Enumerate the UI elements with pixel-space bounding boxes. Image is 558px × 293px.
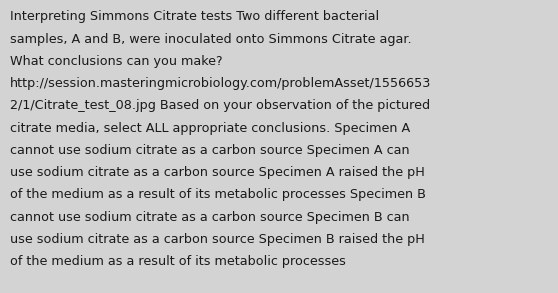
Text: use sodium citrate as a carbon source Specimen B raised the pH: use sodium citrate as a carbon source Sp… bbox=[10, 233, 425, 246]
Text: Interpreting Simmons Citrate tests Two different bacterial: Interpreting Simmons Citrate tests Two d… bbox=[10, 10, 379, 23]
Text: of the medium as a result of its metabolic processes Specimen B: of the medium as a result of its metabol… bbox=[10, 188, 426, 201]
Text: 2/1/Citrate_test_08.jpg Based on your observation of the pictured: 2/1/Citrate_test_08.jpg Based on your ob… bbox=[10, 99, 430, 112]
Text: What conclusions can you make?: What conclusions can you make? bbox=[10, 55, 223, 68]
Text: use sodium citrate as a carbon source Specimen A raised the pH: use sodium citrate as a carbon source Sp… bbox=[10, 166, 425, 179]
Text: of the medium as a result of its metabolic processes: of the medium as a result of its metabol… bbox=[10, 255, 346, 268]
Text: citrate media, select ALL appropriate conclusions. Specimen A: citrate media, select ALL appropriate co… bbox=[10, 122, 410, 134]
Text: samples, A and B, were inoculated onto Simmons Citrate agar.: samples, A and B, were inoculated onto S… bbox=[10, 33, 412, 45]
Text: cannot use sodium citrate as a carbon source Specimen B can: cannot use sodium citrate as a carbon so… bbox=[10, 211, 410, 224]
Text: http://session.masteringmicrobiology.com/problemAsset/1556653: http://session.masteringmicrobiology.com… bbox=[10, 77, 431, 90]
Text: cannot use sodium citrate as a carbon source Specimen A can: cannot use sodium citrate as a carbon so… bbox=[10, 144, 410, 157]
